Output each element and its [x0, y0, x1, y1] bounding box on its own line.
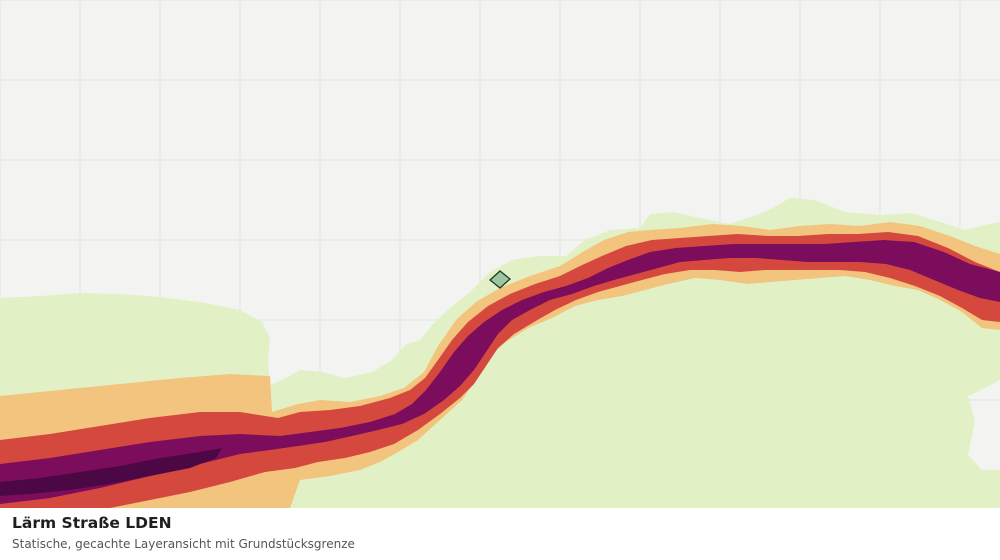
- noise-map[interactable]: [0, 0, 1000, 508]
- noise-zone-class-5: [0, 448, 222, 496]
- layer-caption: Lärm Straße LDEN Statische, gecachte Lay…: [0, 508, 1000, 560]
- noise-zone-class-4-band: [0, 240, 1000, 504]
- layer-subtitle: Statische, gecachte Layeransicht mit Gru…: [12, 537, 355, 551]
- noise-zone-class-1-island: [286, 380, 318, 404]
- noise-zone-class-1-south-patch: [355, 466, 395, 502]
- noise-zone-class-5-core: [0, 448, 222, 496]
- layer-title: Lärm Straße LDEN: [12, 514, 172, 532]
- noise-map-canvas: [0, 0, 1000, 508]
- property-boundary[interactable]: [488, 270, 512, 289]
- property-parcel-polygon: [488, 270, 512, 289]
- noise-zone-class-4: [0, 240, 1000, 504]
